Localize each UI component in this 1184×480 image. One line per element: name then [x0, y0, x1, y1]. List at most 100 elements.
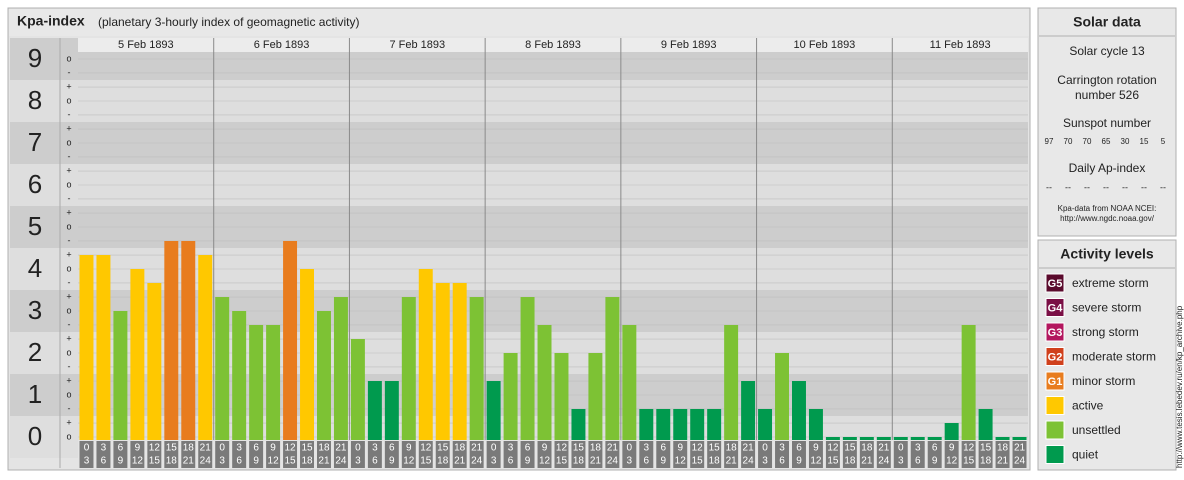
bar — [266, 324, 281, 440]
legend-label: quiet — [1072, 448, 1099, 462]
y-tick-label: 2 — [28, 337, 42, 367]
day-label: 10 Feb 1893 — [794, 39, 856, 51]
time-start: 6 — [932, 443, 938, 454]
y-tick-label: 6 — [28, 169, 42, 199]
sunspot-title: Sunspot number — [1063, 116, 1151, 130]
minor-tick-label: - — [68, 151, 71, 161]
minor-tick-label: + — [66, 207, 71, 217]
time-end: 21 — [726, 456, 738, 467]
minor-tick-label: o — [66, 305, 71, 315]
time-end: 24 — [1014, 456, 1026, 467]
ap-title: Daily Ap-index — [1069, 161, 1146, 175]
time-end: 6 — [236, 456, 242, 467]
band — [78, 52, 1028, 80]
bar — [486, 381, 501, 440]
time-end: 18 — [301, 456, 313, 467]
time-box — [113, 441, 128, 468]
carrington: number 526 — [1075, 88, 1139, 102]
solar-cycle: Solar cycle 13 — [1069, 44, 1145, 58]
time-box — [384, 441, 399, 468]
time-end: 15 — [556, 456, 568, 467]
y-tick-label: 7 — [28, 127, 42, 157]
minor-tick-label: + — [66, 333, 71, 343]
minor-tick-label: o — [66, 263, 71, 273]
ap-value: -- — [1141, 182, 1147, 192]
time-start: 9 — [949, 443, 955, 454]
time-start: 21 — [607, 443, 619, 454]
minor-tick-label: - — [68, 319, 71, 329]
time-end: 12 — [268, 456, 280, 467]
time-start: 3 — [508, 443, 514, 454]
time-end: 6 — [915, 456, 921, 467]
time-start: 21 — [743, 443, 755, 454]
time-box — [859, 441, 874, 468]
time-end: 24 — [607, 456, 619, 467]
minor-tick-label: o — [66, 179, 71, 189]
time-start: 12 — [284, 443, 296, 454]
time-start: 6 — [389, 443, 395, 454]
bar — [622, 324, 637, 440]
time-box — [622, 441, 637, 468]
legend-label: active — [1072, 399, 1104, 413]
sunspot-number: 15 — [1140, 137, 1149, 146]
label-band — [10, 122, 78, 164]
time-end: 6 — [779, 456, 785, 467]
time-start: 0 — [84, 443, 90, 454]
title-bar — [9, 9, 1029, 36]
time-start: 21 — [200, 443, 212, 454]
time-start: 6 — [796, 443, 802, 454]
bar — [452, 282, 467, 440]
minor-tick-label: + — [66, 165, 71, 175]
bar — [673, 408, 688, 440]
legend-swatch — [1045, 322, 1065, 342]
time-box — [961, 441, 976, 468]
time-start: 18 — [590, 443, 602, 454]
time-box — [842, 441, 857, 468]
label-band — [10, 248, 78, 290]
bar — [130, 269, 145, 440]
time-box — [537, 441, 552, 468]
time-end: 3 — [219, 456, 225, 467]
bar — [79, 255, 94, 440]
time-start: 3 — [236, 443, 242, 454]
bar — [96, 255, 111, 440]
time-box — [673, 441, 688, 468]
time-start: 15 — [573, 443, 585, 454]
time-end: 18 — [709, 456, 721, 467]
time-box — [486, 441, 501, 468]
time-box — [401, 441, 416, 468]
legend-label: moderate storm — [1072, 350, 1156, 364]
bar — [435, 282, 450, 440]
label-band — [10, 80, 78, 122]
time-box — [910, 441, 925, 468]
time-box — [79, 441, 94, 468]
ap-value: -- — [1160, 182, 1166, 192]
day-label: 8 Feb 1893 — [525, 39, 581, 51]
time-start: 0 — [898, 443, 904, 454]
minor-tick-label: o — [66, 95, 71, 105]
time-box — [995, 441, 1010, 468]
time-box — [283, 441, 298, 468]
time-box — [317, 441, 331, 468]
label-band — [10, 290, 78, 332]
minor-tick-label: - — [68, 67, 71, 77]
minor-tick-label: + — [66, 375, 71, 385]
minor-tick-label: - — [68, 109, 71, 119]
time-start: 0 — [627, 443, 633, 454]
bar — [164, 240, 179, 440]
bar — [859, 437, 874, 440]
time-box — [758, 441, 773, 468]
bar — [401, 297, 416, 440]
time-start: 12 — [692, 443, 704, 454]
time-start: 6 — [525, 443, 531, 454]
time-end: 21 — [590, 456, 602, 467]
ap-value: -- — [1122, 182, 1128, 192]
time-start: 12 — [420, 443, 432, 454]
minor-tick-label: + — [66, 417, 71, 427]
day-label: 6 Feb 1893 — [254, 39, 310, 51]
bar — [333, 297, 348, 440]
minor-tick-label: - — [68, 403, 71, 413]
bar — [656, 408, 671, 440]
time-end: 24 — [878, 456, 890, 467]
time-box — [707, 441, 722, 468]
